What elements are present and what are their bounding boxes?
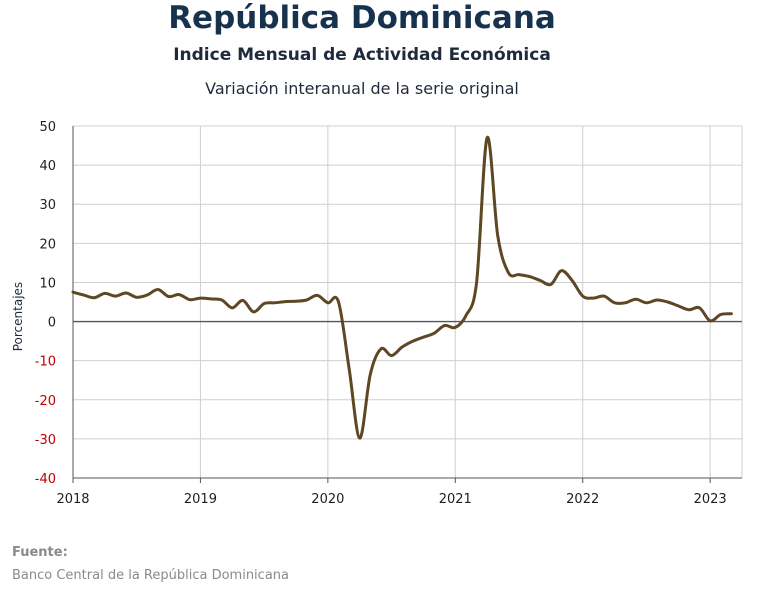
y-tick-label: 30 xyxy=(39,198,56,213)
y-tick-label: 50 xyxy=(39,120,56,135)
y-axis-label: Porcentajes xyxy=(11,282,25,351)
source-label: Fuente: xyxy=(12,545,68,560)
chart-description: Variación interanual de la serie origina… xyxy=(205,79,519,98)
y-axis: 50 40 30 20 10 0 -10 -20 -30 -40 xyxy=(35,120,56,487)
series-line xyxy=(71,136,733,440)
y-tick-label: 10 xyxy=(39,276,56,291)
x-tick-label: 2018 xyxy=(56,492,89,507)
x-tick-label: 2021 xyxy=(439,492,472,507)
x-tick-label: 2023 xyxy=(694,492,727,507)
x-axis: 2018 2019 2020 2021 2022 2023 xyxy=(56,478,727,507)
y-tick-label: -40 xyxy=(35,472,56,487)
chart-subtitle: Indice Mensual de Actividad Económica xyxy=(173,45,551,65)
x-tick-label: 2020 xyxy=(311,492,344,507)
y-tick-label: -10 xyxy=(35,355,56,370)
series-layer xyxy=(71,136,733,440)
y-tick-label: 20 xyxy=(39,237,56,252)
grid xyxy=(72,125,743,479)
y-tick-label: 40 xyxy=(39,159,56,174)
y-tick-label: -30 xyxy=(35,433,56,448)
x-tick-label: 2022 xyxy=(566,492,599,507)
chart-title: República Dominicana xyxy=(168,0,556,36)
y-tick-label: -20 xyxy=(35,394,56,409)
y-tick-label: 0 xyxy=(48,316,56,331)
x-tick-label: 2019 xyxy=(184,492,217,507)
source-text: Banco Central de la República Dominicana xyxy=(12,568,289,583)
